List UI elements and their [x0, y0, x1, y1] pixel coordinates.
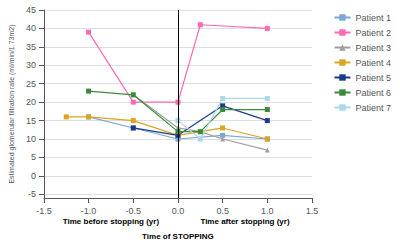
- svg-text:Patient 4: Patient 4: [355, 58, 391, 68]
- svg-text:1.5: 1.5: [306, 206, 319, 216]
- svg-text:Patient 7: Patient 7: [355, 103, 391, 113]
- svg-text:25: 25: [26, 79, 36, 89]
- svg-text:Time after stopping (yr): Time after stopping (yr): [200, 217, 290, 226]
- svg-text:Patient 2: Patient 2: [355, 28, 391, 38]
- svg-text:15: 15: [26, 116, 36, 126]
- svg-text:Time before stopping (yr): Time before stopping (yr): [63, 217, 160, 226]
- svg-text:0: 0: [31, 171, 36, 181]
- svg-text:20: 20: [26, 97, 36, 107]
- svg-text:10: 10: [26, 134, 36, 144]
- svg-text:Patient 3: Patient 3: [355, 43, 391, 53]
- svg-text:-5: -5: [28, 189, 36, 199]
- svg-text:Patient 1: Patient 1: [355, 13, 391, 23]
- svg-text:-1.5: -1.5: [36, 206, 52, 216]
- svg-text:Patient 5: Patient 5: [355, 73, 391, 83]
- svg-text:45: 45: [26, 5, 36, 15]
- svg-text:-1.0: -1.0: [81, 206, 97, 216]
- svg-text:0.5: 0.5: [216, 206, 229, 216]
- svg-text:Patient 6: Patient 6: [355, 88, 391, 98]
- svg-text:5: 5: [31, 152, 36, 162]
- svg-text:35: 35: [26, 42, 36, 52]
- svg-text:30: 30: [26, 60, 36, 70]
- svg-text:40: 40: [26, 23, 36, 33]
- svg-text:Time of STOPPING: Time of STOPPING: [142, 232, 214, 241]
- svg-text:Estimated glomerular filtratio: Estimated glomerular filtration rate (ml…: [8, 24, 16, 183]
- svg-text:0.0: 0.0: [172, 206, 185, 216]
- svg-text:-0.5: -0.5: [126, 206, 142, 216]
- svg-text:1.0: 1.0: [261, 206, 274, 216]
